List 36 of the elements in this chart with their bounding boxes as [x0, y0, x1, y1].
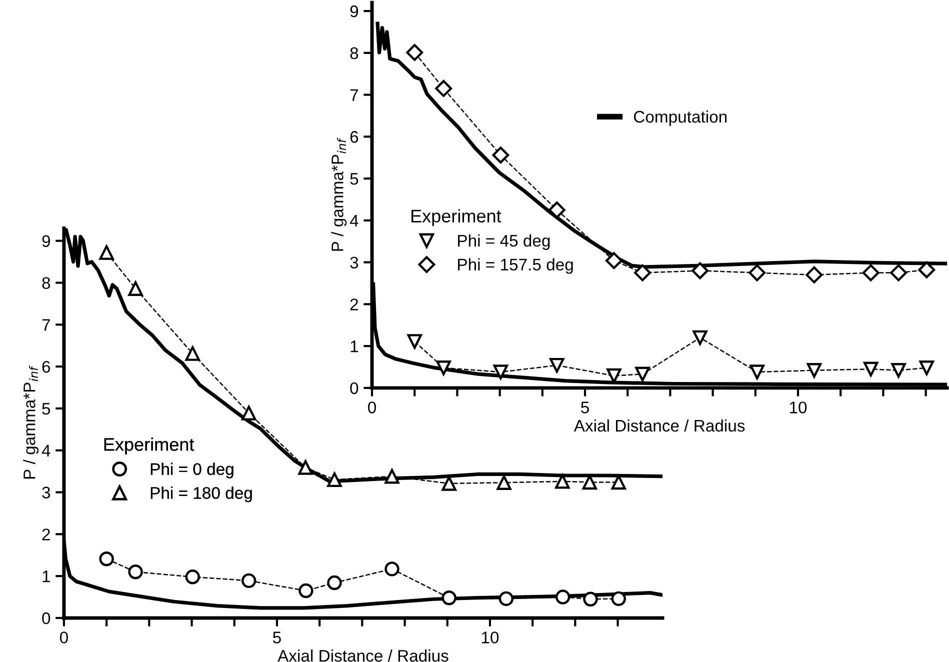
y-tick-label: 7: [42, 319, 50, 331]
y-tick-label: 4: [350, 214, 358, 226]
legend-label: Computation: [634, 110, 727, 126]
y-tick-label: 9: [42, 235, 50, 248]
y-tick-label: 9: [350, 5, 358, 18]
y-tick-label: 1: [42, 570, 50, 582]
legend-title: Experiment: [104, 438, 194, 454]
y-tick-label: 2: [42, 528, 50, 540]
x-tick-label: 0: [60, 632, 68, 644]
y-tick-label: 0: [350, 382, 358, 394]
legend-label: Phi = 180 deg: [150, 486, 252, 502]
y-tick-label: 8: [350, 47, 358, 60]
y-tick-label: 8: [42, 277, 50, 289]
y-tick-label: 1: [350, 340, 358, 352]
y-tick-label: 5: [350, 173, 358, 185]
x-tick-label: 0: [368, 402, 376, 414]
x-axis-title: Axial Distance / Radius: [574, 419, 745, 432]
x-tick-label: 5: [272, 632, 281, 644]
y-tick-label: 3: [42, 486, 50, 498]
y-tick-label: 7: [350, 89, 358, 101]
x-tick-label: 10: [482, 632, 499, 644]
y-tick-label: 2: [350, 298, 358, 310]
legend-label: Phi = 45 deg: [458, 234, 550, 250]
y-tick-label: 4: [42, 444, 50, 456]
y-tick-label: 3: [350, 256, 358, 268]
y-axis-title: P / gamma*P$_{inf}$: [23, 365, 39, 479]
legend-label: Phi = 157.5 deg: [458, 258, 573, 274]
x-tick-label: 10: [790, 402, 807, 414]
x-tick-label: 5: [581, 402, 589, 414]
x-axis-title: Axial Distance / Radius: [278, 649, 448, 662]
y-tick-label: 0: [42, 612, 50, 624]
y-tick-label: 6: [42, 360, 50, 373]
legend-title: Experiment: [411, 209, 502, 226]
y-tick-label: 6: [350, 131, 358, 143]
legend-label: Phi = 0 deg: [150, 462, 234, 478]
y-axis-title: P / gamma*P$_{inf}$: [331, 138, 347, 251]
